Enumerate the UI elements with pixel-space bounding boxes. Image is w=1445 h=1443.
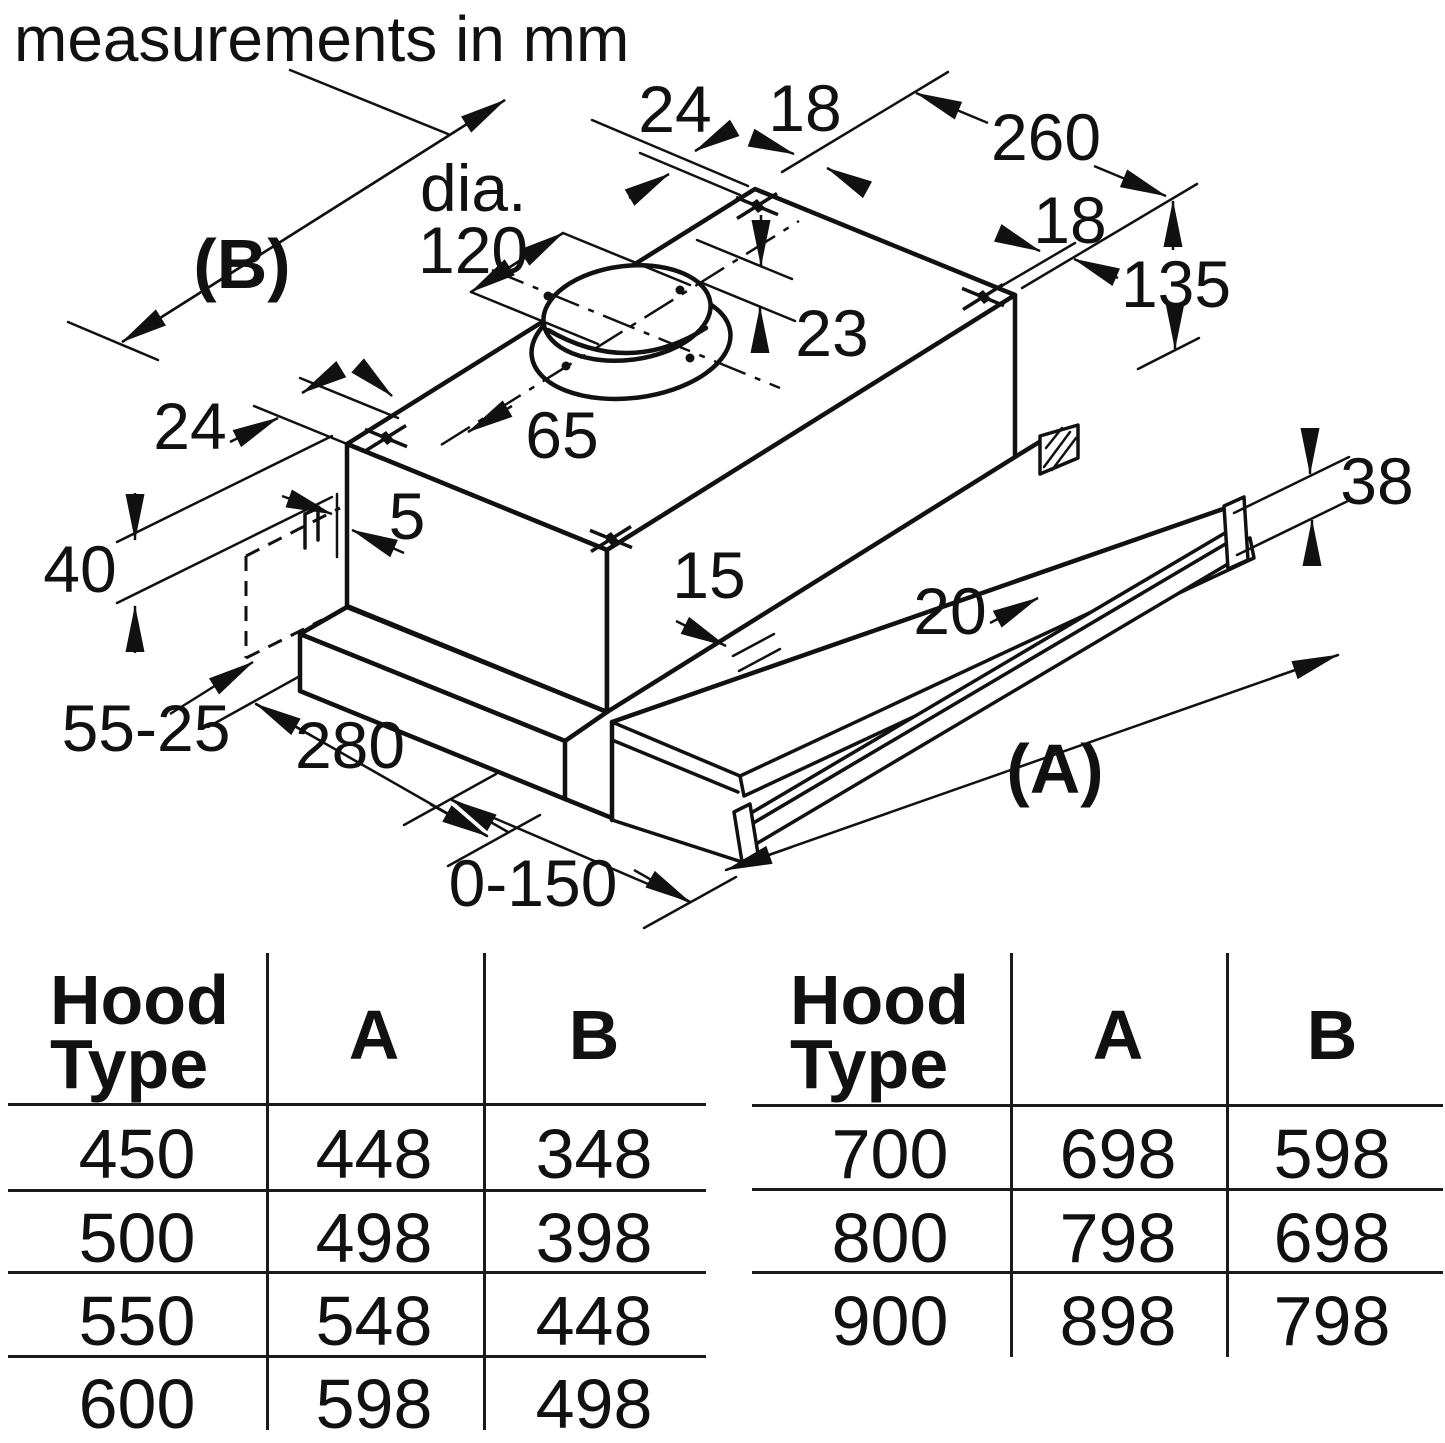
table-divider	[752, 1104, 1443, 1107]
table-cell: 900	[831, 1282, 949, 1360]
dim-duct-center-label: 65	[525, 398, 598, 472]
table-divider	[1010, 953, 1013, 1357]
table-cell: 698	[1059, 1115, 1177, 1193]
table-cell: 500	[78, 1199, 196, 1277]
table-divider	[266, 953, 269, 1430]
table-cell: 348	[535, 1115, 653, 1193]
mounting-cross	[735, 192, 779, 220]
dimension-lines	[66, 68, 1354, 930]
dim-base-depth-label: 280	[295, 708, 405, 782]
dim-base-height-label: 40	[43, 532, 116, 606]
table-divider	[8, 1271, 706, 1274]
dim-right-inset-label: 18	[1033, 183, 1106, 257]
mounting-cross	[589, 525, 633, 553]
dimension-labels: 24 18 260 18 135 dia. 120 (B) 23 24 65 3…	[43, 71, 1413, 920]
dim-duct-offset-label: 23	[795, 296, 868, 370]
right-table-header-type-line2: Type	[790, 1025, 949, 1103]
table-cell: 448	[535, 1282, 653, 1360]
table-cell: 798	[1273, 1282, 1391, 1360]
left-table-header-a: A	[348, 996, 400, 1074]
duct-centerline-v	[491, 268, 781, 390]
table-cell: 800	[831, 1199, 949, 1277]
table-cell: 498	[535, 1365, 653, 1443]
hidden-wall-bracket	[244, 492, 341, 660]
left-table-header-type-line1: Hood	[50, 961, 229, 1039]
pullout-visor	[609, 430, 1256, 864]
table-divider	[483, 953, 486, 1430]
left-table-header-b: B	[568, 996, 620, 1074]
table-cell: 448	[315, 1115, 433, 1193]
dim-top-offset-label: 24	[638, 72, 711, 146]
table-cell: 498	[315, 1199, 433, 1277]
dim-top-inset-label: 18	[768, 71, 841, 145]
table-divider	[752, 1188, 1443, 1191]
left-table-header-type-line2: Type	[50, 1025, 209, 1103]
table-divider	[8, 1189, 706, 1192]
table-divider	[8, 1355, 706, 1358]
visor-end-cap	[1222, 495, 1250, 571]
dim-left-offset-label: 24	[153, 389, 226, 463]
table-cell: 700	[831, 1115, 949, 1193]
table-divider	[1226, 953, 1229, 1357]
rail-bracket	[1038, 423, 1080, 476]
dim-visor-height-label: 38	[1340, 444, 1413, 518]
table-cell: 398	[535, 1199, 653, 1277]
table-cell: 798	[1059, 1199, 1177, 1277]
mounting-cross	[364, 424, 408, 452]
mounting-points	[364, 192, 1005, 553]
table-cell: 548	[315, 1282, 433, 1360]
dim-pullout-range-label: 0-150	[449, 846, 618, 920]
table-cell: 598	[315, 1365, 433, 1443]
table-cell: 550	[78, 1282, 196, 1360]
dim-dia-value: 120	[418, 213, 528, 287]
table-cell: 450	[78, 1115, 196, 1193]
right-table-header-type-line1: Hood	[790, 961, 969, 1039]
right-table-header-a: A	[1092, 996, 1144, 1074]
table-cell: 598	[1273, 1115, 1391, 1193]
table-cell: 898	[1059, 1282, 1177, 1360]
table-divider	[8, 1103, 706, 1106]
dim-wall-gap-label: 5	[389, 479, 426, 553]
page-title: measurements in mm	[14, 3, 630, 75]
right-table-header-b: B	[1306, 996, 1358, 1074]
table-cell: 698	[1273, 1199, 1391, 1277]
duct-collar	[440, 219, 800, 447]
width-ref-label-b: (B)	[193, 225, 290, 303]
width-ref-label-a: (A)	[1006, 730, 1103, 808]
table-divider	[752, 1271, 1443, 1274]
duct-opening	[541, 262, 713, 364]
base-plate	[297, 604, 615, 821]
dim-rail-gap-label: 15	[672, 538, 745, 612]
table-cell: 600	[78, 1365, 196, 1443]
dim-lip-range-label: 55-25	[62, 691, 231, 765]
dim-dia-prefix: dia.	[420, 151, 526, 225]
dim-height-label: 135	[1121, 247, 1231, 321]
dim-rail-label: 20	[913, 574, 986, 648]
dim-depth-label: 260	[991, 100, 1101, 174]
